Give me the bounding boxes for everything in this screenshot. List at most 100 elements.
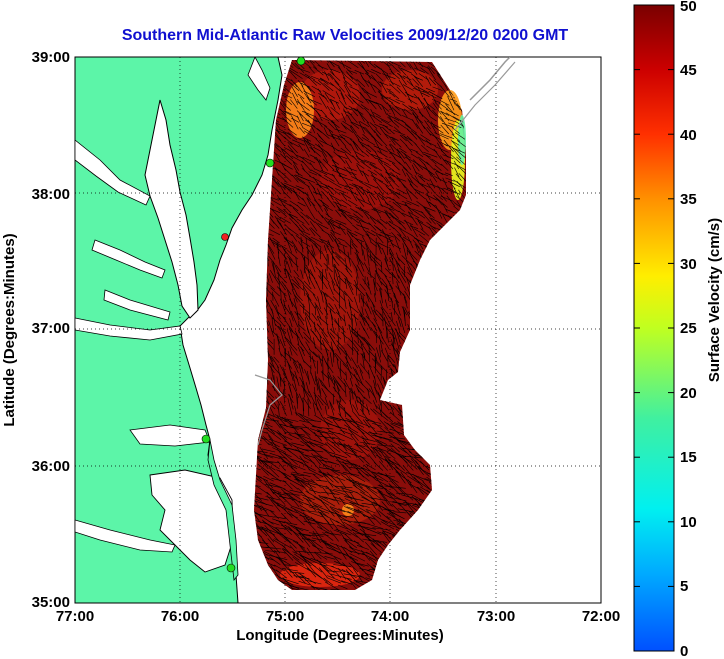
velocity-vector [454,132,466,141]
velocity-vector [418,158,426,166]
velocity-vector [287,272,294,290]
velocity-vector [345,417,365,428]
velocity-vector [337,136,347,147]
velocity-vector [349,378,353,387]
velocity-vector [440,163,449,171]
velocity-vector [324,442,336,454]
velocity-vector [326,441,341,453]
velocity-vector [309,221,318,232]
velocity-vector [367,199,376,212]
velocity-vector [344,424,359,434]
velocity-vector [324,405,328,416]
velocity-vector [282,452,298,466]
velocity-vector [317,223,329,230]
velocity-vector [370,109,375,117]
velocity-vector [407,479,418,494]
velocity-vector [402,75,412,81]
velocity-vector [292,161,299,171]
velocity-vector [283,564,298,567]
velocity-vector [414,171,424,177]
velocity-vector [437,185,443,194]
velocity-vector [296,393,298,404]
velocity-vector [314,198,324,212]
velocity-vector [265,546,282,550]
velocity-vector [367,144,377,153]
velocity-vector [363,522,384,529]
velocity-vector [313,454,329,470]
velocity-vector [409,63,418,75]
velocity-vector [396,148,405,159]
velocity-vector [393,467,406,484]
velocity-vector [311,585,323,590]
x-tick-label: 77:00 [56,608,94,625]
velocity-vector [331,280,335,291]
velocity-vector [292,556,304,566]
velocity-vector [371,208,381,214]
velocity-vector [345,185,354,190]
velocity-vector [361,187,370,200]
velocity-vector [325,213,333,220]
velocity-vector [341,580,353,585]
velocity-vector [338,65,346,80]
velocity-vector [344,383,347,398]
velocity-vector [279,198,288,202]
velocity-vector [269,482,286,490]
velocity-vector [345,80,353,87]
velocity-vector [361,137,375,146]
velocity-vector [320,109,328,117]
velocity-vector [356,276,359,286]
velocity-vector [296,178,310,188]
velocity-vector [370,408,377,415]
velocity-vector [404,203,414,214]
velocity-vector [254,513,275,518]
velocity-vector [291,174,299,183]
velocity-vector [311,453,321,466]
velocity-vector [398,161,408,171]
velocity-vector [303,130,318,139]
velocity-vector [300,346,305,357]
velocity-vector [372,400,378,410]
velocity-vector [288,526,304,543]
velocity-vector [293,191,305,201]
velocity-vector [337,275,347,285]
velocity-vector [369,114,376,124]
velocity-vector [337,400,345,410]
velocity-vector [285,477,305,488]
velocity-vector [346,167,358,172]
velocity-vector [378,489,393,507]
velocity-vector [425,198,431,208]
velocity-vector [277,173,288,184]
velocity-vector [297,93,305,100]
velocity-vector [412,239,420,248]
velocity-vector [320,470,334,488]
velocity-vector [369,494,384,511]
velocity-vector [281,533,297,549]
velocity-vector [394,328,401,338]
velocity-vector [353,213,366,224]
velocity-vector [291,505,305,511]
velocity-vector [318,275,328,290]
velocity-vector [308,98,322,105]
velocity-vector [294,476,310,493]
velocity-vector [277,460,286,471]
velocity-vector [321,291,324,303]
velocity-vector [385,146,396,159]
velocity-vector [301,167,311,177]
velocity-vector [433,194,443,206]
velocity-vector [372,408,389,421]
velocity-vector [297,412,316,422]
velocity-vector [286,261,292,273]
velocity-vector [343,521,359,531]
velocity-vector [274,549,286,566]
velocity-vector [269,362,281,376]
velocity-vector [420,67,429,75]
velocity-vector [415,151,424,157]
velocity-vector [336,524,348,530]
velocity-vector [392,198,402,208]
velocity-vector [314,60,324,69]
velocity-vector [307,185,316,200]
velocity-vector [296,188,310,196]
velocity-vector [351,387,354,400]
velocity-vector [418,97,426,110]
velocity-vector [360,170,370,177]
